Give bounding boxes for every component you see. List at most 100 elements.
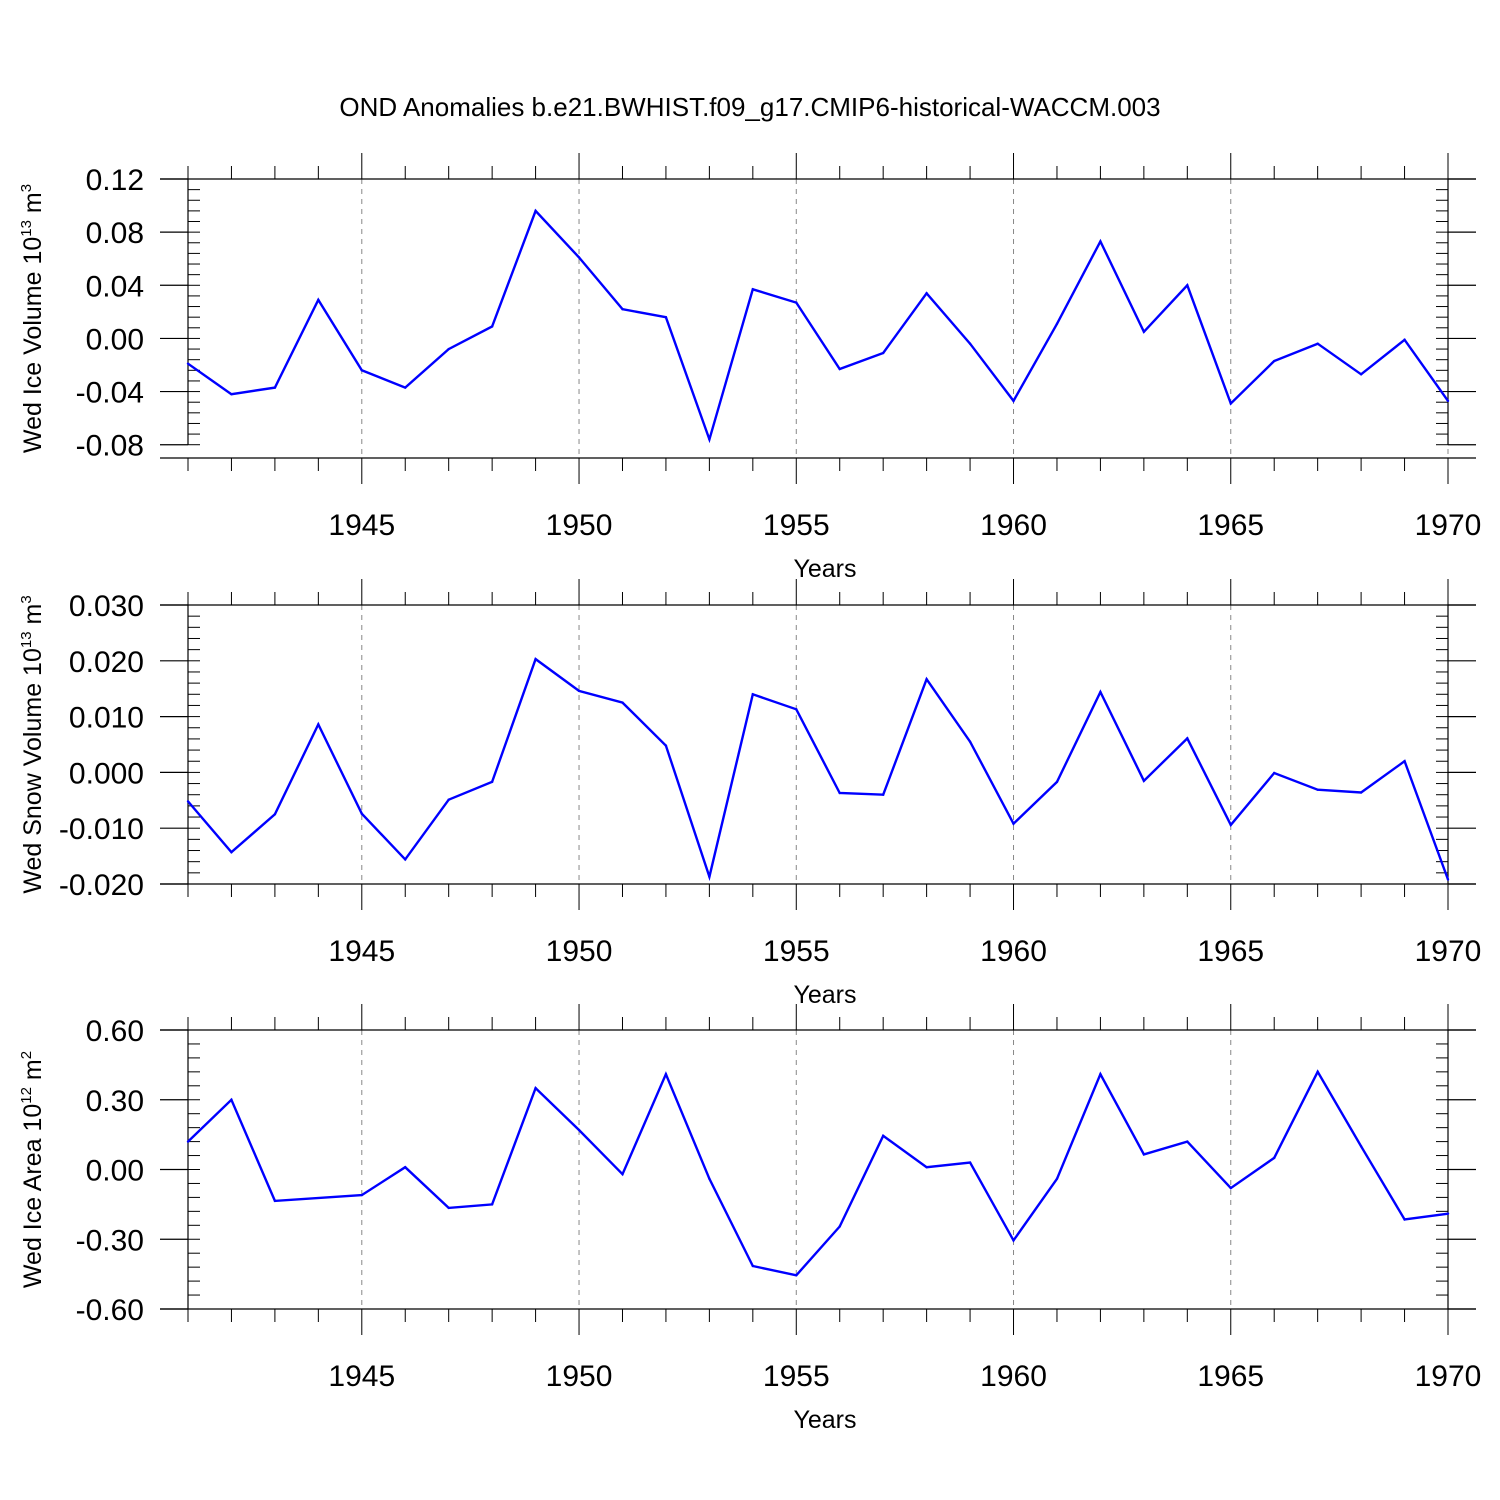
data-point bbox=[490, 1203, 494, 1206]
data-point bbox=[708, 1177, 711, 1181]
data-point bbox=[881, 1134, 885, 1137]
x-tick-label: 1950 bbox=[546, 935, 613, 968]
data-point bbox=[360, 1193, 363, 1197]
x-tick-label: 1955 bbox=[763, 509, 830, 542]
series-line bbox=[187, 1069, 1449, 1277]
data-point bbox=[273, 386, 277, 389]
y-tick-label: -0.60 bbox=[76, 1294, 144, 1327]
panel-3: -0.60 -0.30 0.00 0.30 0.60 1945 1950 1955 1960 19… bbox=[18, 1004, 1481, 1434]
data-point bbox=[1186, 284, 1189, 287]
data-point bbox=[1359, 373, 1363, 376]
x-tick-label: 1965 bbox=[1197, 1360, 1264, 1393]
data-point bbox=[1359, 791, 1363, 794]
data-point bbox=[664, 744, 668, 747]
data-point bbox=[1229, 402, 1232, 405]
data-point bbox=[230, 393, 233, 396]
data-point bbox=[1316, 788, 1319, 791]
data-point bbox=[404, 858, 407, 861]
data-point bbox=[273, 813, 277, 816]
data-point bbox=[317, 723, 320, 726]
y-tick-label: -0.020 bbox=[59, 869, 144, 902]
data-point bbox=[1273, 1156, 1276, 1160]
series-line bbox=[187, 657, 1450, 882]
data-point bbox=[751, 693, 755, 696]
panel-1: -0.08 -0.04 0.00 0.04 0.08 0.12 1945 1950 1955 19… bbox=[18, 153, 1481, 583]
data-point bbox=[1055, 322, 1059, 326]
x-tick-label: 1955 bbox=[763, 1360, 830, 1393]
data-point bbox=[664, 1072, 668, 1076]
data-point bbox=[968, 1161, 972, 1164]
data-point bbox=[1012, 822, 1015, 825]
data-point bbox=[1403, 1218, 1406, 1221]
data-point bbox=[577, 689, 581, 693]
data-point bbox=[1099, 1072, 1102, 1076]
panels: -0.08 -0.04 0.00 0.04 0.08 0.12 1945 1950 1955 19… bbox=[18, 153, 1481, 1434]
data-point bbox=[186, 1140, 190, 1143]
x-tick-label: 1965 bbox=[1197, 509, 1264, 542]
data-point bbox=[795, 708, 798, 711]
data-point bbox=[621, 308, 624, 311]
data-point bbox=[1099, 690, 1102, 694]
x-tick-label: 1970 bbox=[1415, 509, 1482, 542]
data-point bbox=[447, 798, 450, 801]
data-point bbox=[968, 740, 972, 743]
x-tick-label: 1950 bbox=[546, 509, 613, 542]
y-tick-label: -0.04 bbox=[76, 377, 144, 410]
y-tick-label: 0.12 bbox=[86, 164, 144, 197]
data-point bbox=[1229, 823, 1232, 827]
data-point bbox=[925, 1165, 928, 1169]
y-tick-label: 0.00 bbox=[86, 1155, 144, 1188]
data-point bbox=[838, 791, 841, 795]
x-axis-label: Years bbox=[793, 555, 856, 583]
y-axis-label: Wed Snow Volume 1013 m3 bbox=[18, 595, 47, 893]
x-tick-label: 1945 bbox=[328, 1360, 395, 1393]
data-point bbox=[230, 850, 233, 854]
data-point bbox=[534, 209, 537, 213]
data-point bbox=[1446, 399, 1450, 403]
y-tick-label: -0.30 bbox=[76, 1224, 144, 1257]
data-point bbox=[1142, 779, 1146, 782]
data-point bbox=[317, 298, 320, 302]
data-point bbox=[1012, 1239, 1015, 1242]
data-point bbox=[1403, 338, 1406, 341]
data-point bbox=[1186, 1140, 1189, 1143]
data-point bbox=[925, 678, 928, 681]
y-tick-label: 0.020 bbox=[69, 646, 144, 679]
data-point bbox=[1446, 1212, 1450, 1215]
y-tick-label: 0.010 bbox=[69, 702, 144, 735]
data-point bbox=[273, 1199, 277, 1203]
y-axis-label: Wed Ice Area 1012 m2 bbox=[18, 1051, 47, 1288]
data-point bbox=[1229, 1186, 1232, 1190]
data-point bbox=[795, 1274, 798, 1277]
data-point bbox=[1403, 760, 1406, 763]
data-point bbox=[360, 812, 363, 815]
data-point bbox=[534, 657, 537, 661]
data-point bbox=[1316, 342, 1319, 345]
x-tick-label: 1960 bbox=[980, 1360, 1047, 1393]
data-point bbox=[404, 386, 407, 389]
data-point bbox=[881, 793, 885, 796]
series-line bbox=[187, 208, 1449, 444]
data-point bbox=[577, 1128, 581, 1132]
y-tick-label: 0.030 bbox=[69, 590, 144, 623]
y-axis-label: Wed Ice Volume 1013 m3 bbox=[18, 184, 47, 453]
panel-2: -0.020 -0.010 0.000 0.010 0.020 0.030 1945 1950… bbox=[18, 579, 1481, 1009]
x-tick-label: 1945 bbox=[328, 509, 395, 542]
data-point bbox=[1055, 1177, 1059, 1181]
x-tick-label: 1960 bbox=[980, 509, 1047, 542]
y-tick-label: -0.08 bbox=[76, 430, 144, 463]
data-point bbox=[838, 1225, 841, 1228]
data-point bbox=[186, 362, 190, 365]
data-point bbox=[664, 315, 668, 319]
figure-title: OND Anomalies b.e21.BWHIST.f09_g17.CMIP6… bbox=[339, 92, 1160, 122]
data-point bbox=[1142, 1153, 1146, 1156]
data-point bbox=[534, 1086, 537, 1090]
y-tick-label: -0.010 bbox=[59, 813, 144, 846]
data-point bbox=[795, 301, 798, 304]
data-point bbox=[186, 800, 190, 803]
data-point bbox=[1012, 399, 1015, 403]
data-point bbox=[1446, 878, 1450, 881]
y-tick-label: 0.00 bbox=[86, 323, 144, 356]
data-point bbox=[925, 292, 928, 295]
